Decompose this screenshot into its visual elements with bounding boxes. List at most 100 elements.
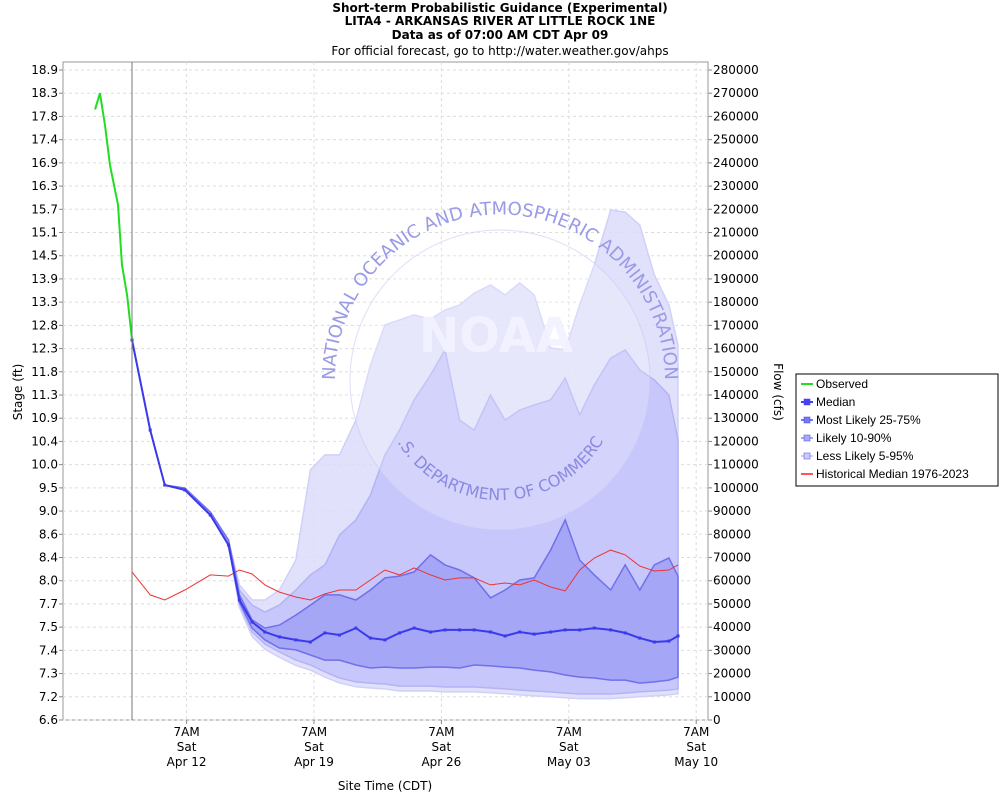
median-point (294, 638, 298, 642)
flow-tick-label: 170000 (713, 318, 759, 332)
flow-tick-label: 100000 (713, 481, 759, 495)
flow-tick-label: 0 (713, 713, 721, 727)
median-point (323, 631, 327, 635)
x-tick-label: 7AM (173, 725, 199, 739)
median-point (609, 628, 613, 632)
stage-tick-label: 9.5 (39, 481, 58, 495)
flow-tick-label: 210000 (713, 226, 759, 240)
flow-tick-label: 40000 (713, 620, 751, 634)
stage-tick-label: 15.1 (31, 226, 58, 240)
x-tick-label: Apr 26 (421, 755, 461, 769)
x-axis-label: Site Time (CDT) (338, 779, 432, 793)
x-tick-label: May 03 (547, 755, 591, 769)
historical-median-line (131, 549, 679, 601)
stage-tick-label: 10.9 (31, 411, 58, 425)
flow-tick-label: 260000 (713, 109, 759, 123)
median-point (208, 513, 212, 517)
flow-tick-label: 200000 (713, 249, 759, 263)
stage-tick-label: 8.0 (39, 574, 58, 588)
stage-tick-label: 7.5 (39, 620, 58, 634)
x-tick-label: 7AM (683, 725, 709, 739)
median-point (277, 635, 281, 639)
median-point (667, 639, 671, 643)
x-tick-label: Apr 12 (167, 755, 207, 769)
median-point (532, 632, 536, 636)
median-point (503, 634, 507, 638)
official-forecast-note: For official forecast, go to http://wate… (331, 44, 668, 58)
stage-tick-label: 15.7 (31, 202, 58, 216)
stage-tick-label: 11.8 (31, 365, 58, 379)
noaa-logo-text: NOAA (419, 308, 573, 364)
stage-tick-label: 7.7 (39, 597, 58, 611)
median-point (383, 638, 387, 642)
median-point (549, 630, 553, 634)
median-point (623, 631, 627, 635)
legend-label: Most Likely 25-75% (816, 413, 921, 427)
flow-tick-label: 270000 (713, 86, 759, 100)
stage-tick-label: 10.4 (31, 434, 58, 448)
median-point (563, 628, 567, 632)
x-tick-label: 7AM (428, 725, 454, 739)
stage-tick-label: 10.0 (31, 458, 58, 472)
legend-label: Historical Median 1976-2023 (816, 467, 969, 481)
median-point (412, 626, 416, 630)
noaa-logo-circle (349, 229, 651, 531)
median-point (368, 636, 372, 640)
legend-label: Observed (816, 377, 868, 391)
median-point (676, 634, 680, 638)
x-tick-label: Sat (432, 740, 452, 754)
x-tick-label: Sat (559, 740, 579, 754)
x-tick-label: Sat (686, 740, 706, 754)
median-point (398, 631, 402, 635)
stage-tick-label: 16.9 (31, 156, 58, 170)
median-point (472, 628, 476, 632)
x-tick-label: Sat (304, 740, 324, 754)
flow-tick-label: 60000 (713, 574, 751, 588)
chart-titles: Short-term Probabilistic Guidance (Exper… (331, 1, 668, 58)
flow-tick-label: 180000 (713, 295, 759, 309)
flow-tick-label: 190000 (713, 272, 759, 286)
flow-tick-label: 70000 (713, 551, 751, 565)
median-point (163, 483, 167, 487)
flow-tick-label: 220000 (713, 202, 759, 216)
flow-tick-label: 110000 (713, 458, 759, 472)
chart-subtitle: LITA4 - ARKANSAS RIVER AT LITTLE ROCK 1N… (345, 14, 656, 28)
legend-marker (803, 452, 811, 460)
stage-tick-label: 17.8 (31, 109, 58, 123)
median-point (592, 626, 596, 630)
median-point (337, 633, 341, 637)
stage-tick-label: 16.3 (31, 179, 58, 193)
median-point (237, 598, 241, 602)
y-axis-left-label: Stage (ft) (11, 364, 25, 421)
stage-tick-label: 9.0 (39, 504, 58, 518)
flow-tick-label: 150000 (713, 365, 759, 379)
median-point (250, 620, 254, 624)
stage-tick-label: 18.9 (31, 63, 58, 77)
stage-tick-label: 6.6 (39, 713, 58, 727)
flow-tick-label: 50000 (713, 597, 751, 611)
median-point (652, 640, 656, 644)
x-tick-label: Apr 19 (294, 755, 334, 769)
legend-marker (803, 434, 811, 442)
legend-marker (803, 416, 811, 424)
median-point (183, 488, 187, 492)
flow-tick-label: 280000 (713, 63, 759, 77)
series-layer (94, 92, 680, 700)
median-point (443, 628, 447, 632)
stage-tick-label: 7.3 (39, 667, 58, 681)
median-point (518, 630, 522, 634)
stage-tick-label: 11.3 (31, 388, 58, 402)
flow-tick-label: 140000 (713, 388, 759, 402)
flow-tick-label: 160000 (713, 342, 759, 356)
chart-title: Short-term Probabilistic Guidance (Exper… (332, 1, 667, 15)
flow-tick-label: 30000 (713, 643, 751, 657)
stage-tick-label: 12.8 (31, 318, 58, 332)
median-point (354, 626, 358, 630)
axes: 6.6 0 7.2 10000 7.3 20000 7.4 30000 7.5 40000 7.7 5… (31, 63, 759, 769)
x-tick-label: May 10 (674, 755, 718, 769)
flow-tick-label: 240000 (713, 156, 759, 170)
median-point (638, 636, 642, 640)
flow-tick-label: 90000 (713, 504, 751, 518)
stage-tick-label: 12.3 (31, 342, 58, 356)
legend: Observed Median Most Likely 25-75% Likely 1… (795, 373, 999, 487)
